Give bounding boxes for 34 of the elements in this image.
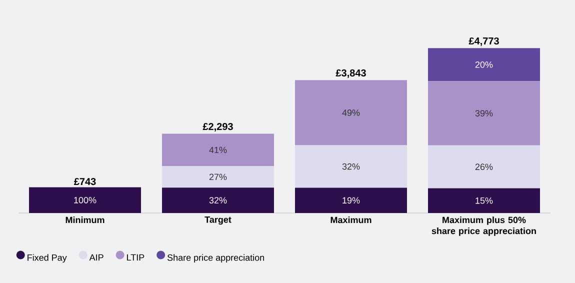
x-tick-label: Maximum plus 50% share price appreciation (432, 216, 536, 236)
bar (428, 48, 540, 82)
bar (428, 145, 540, 188)
bar (29, 187, 142, 213)
annotation: £3,843 (336, 69, 366, 78)
annotation: 15% (476, 197, 493, 204)
bar (162, 166, 274, 188)
annotation: 32% (209, 197, 227, 204)
bar (295, 145, 407, 188)
annotation: 39% (475, 110, 493, 116)
annotation: 26% (475, 164, 493, 170)
x-tick-label: Target (204, 216, 232, 225)
annotation: £2,293 (202, 122, 233, 132)
annotation: 49% (342, 110, 360, 116)
legend-label: LTIP (127, 254, 144, 261)
text: £4,773 (468, 37, 499, 46)
bar (295, 80, 407, 146)
x-tick-label: Minimum (66, 216, 104, 224)
annotation: 41% (209, 146, 227, 154)
bar (162, 134, 274, 166)
bar (295, 188, 407, 213)
legend-label: AIP (89, 254, 104, 261)
legend-label: Fixed Pay (28, 254, 67, 263)
bar (428, 188, 540, 213)
annotation: 100% (74, 196, 96, 204)
annotation: £743 (74, 178, 96, 186)
annotation: 27% (209, 174, 227, 180)
annotation: 20% (475, 61, 493, 68)
x-tick-label: Maximum (330, 216, 372, 224)
bar (162, 188, 274, 213)
annotation: 19% (342, 197, 360, 204)
annotation: 32% (342, 163, 360, 170)
bar (428, 81, 540, 146)
legend-label: Share price appreciation (167, 254, 264, 263)
